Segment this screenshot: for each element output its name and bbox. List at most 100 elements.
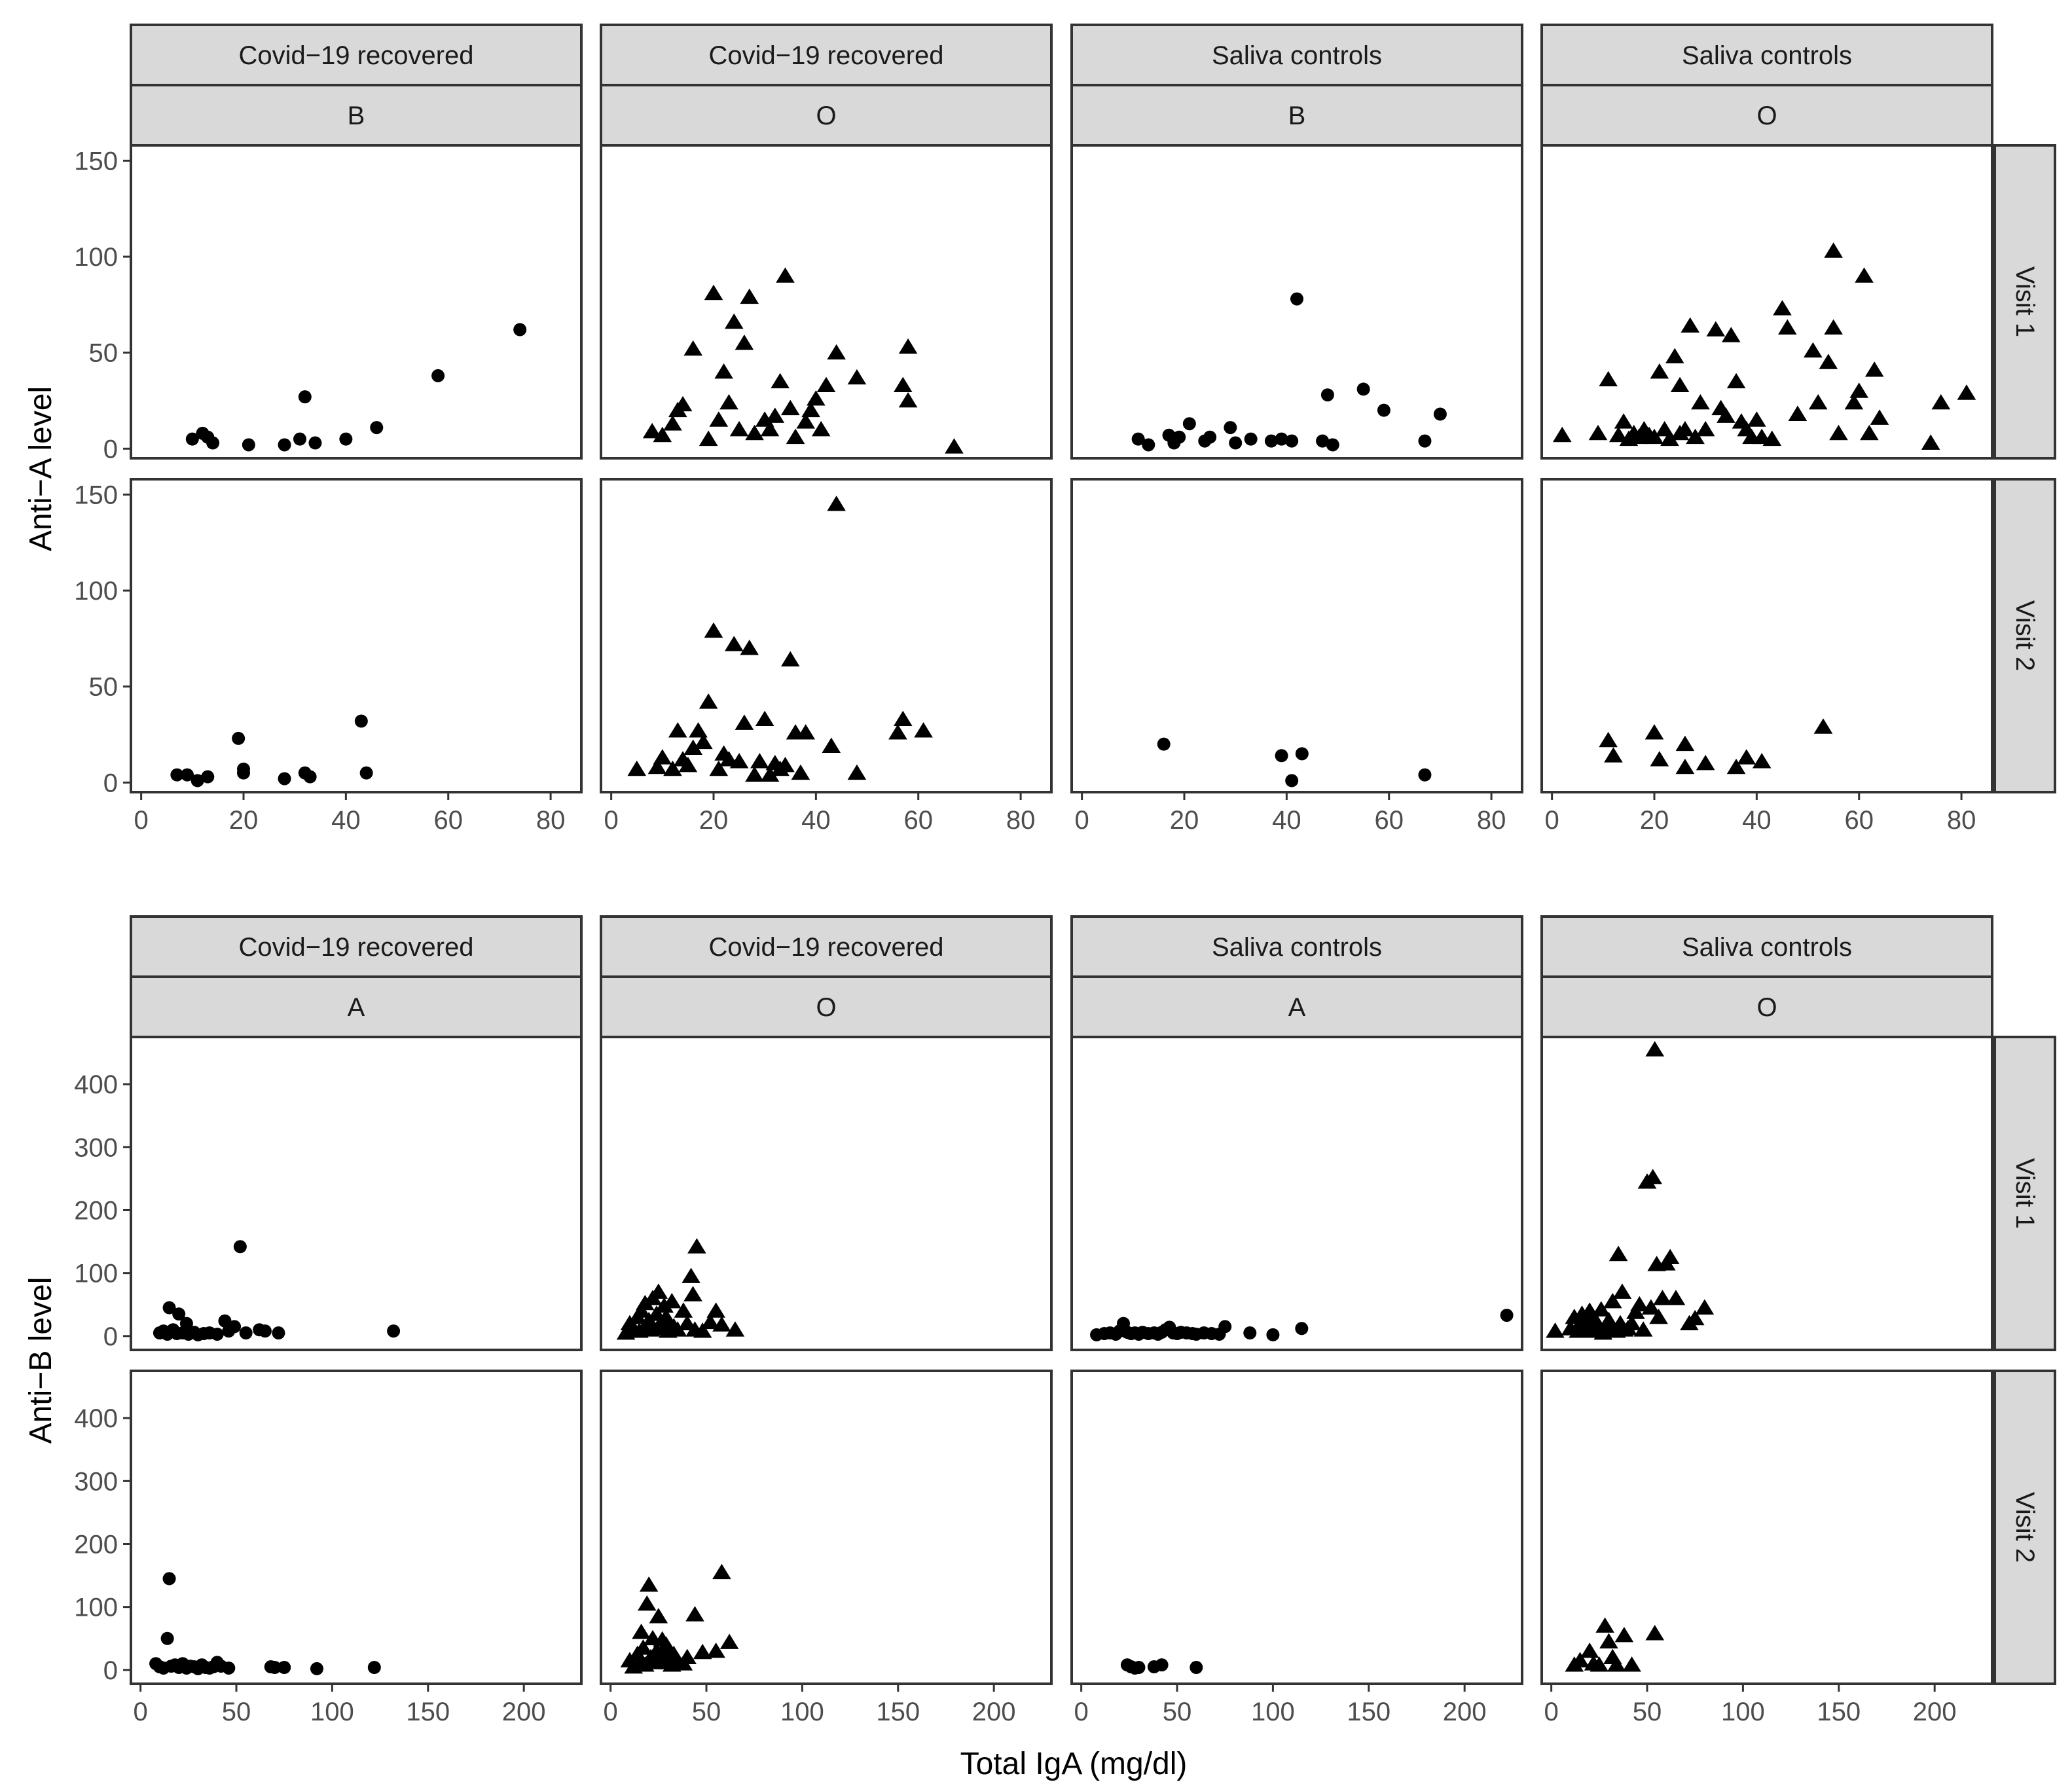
data-point bbox=[354, 714, 368, 728]
data-point bbox=[760, 766, 780, 782]
data-point bbox=[765, 407, 785, 423]
facet-strip-blood bbox=[1540, 84, 1993, 147]
facet-strip-group-label: Saliva controls bbox=[1212, 933, 1382, 962]
data-point bbox=[1552, 426, 1572, 443]
data-point bbox=[1650, 363, 1669, 379]
data-point bbox=[1653, 1290, 1672, 1305]
x-tick-label: 50 bbox=[692, 1698, 721, 1726]
x-tick-label: 0 bbox=[1075, 806, 1089, 835]
x-tick-label: 60 bbox=[1374, 806, 1404, 835]
data-point bbox=[706, 1642, 725, 1658]
data-point bbox=[1599, 1311, 1618, 1328]
x-tick-label: 100 bbox=[310, 1698, 354, 1726]
facet-panel bbox=[130, 144, 583, 460]
data-point bbox=[706, 1302, 725, 1318]
y-tick-label: 400 bbox=[74, 1404, 118, 1433]
data-point bbox=[1433, 407, 1447, 421]
data-point bbox=[914, 722, 933, 738]
data-point bbox=[1599, 1633, 1618, 1648]
data-point bbox=[663, 760, 682, 776]
facet-panel bbox=[600, 1370, 1053, 1685]
data-point bbox=[308, 436, 322, 450]
x-tick-label: 20 bbox=[1170, 806, 1199, 835]
x-tick-label: 200 bbox=[502, 1698, 546, 1726]
x-tick-label: 20 bbox=[1640, 806, 1669, 835]
data-point bbox=[1142, 438, 1155, 452]
x-tick-label: 80 bbox=[536, 806, 566, 835]
data-point bbox=[1131, 432, 1145, 446]
data-point bbox=[719, 1633, 739, 1649]
data-point bbox=[278, 1660, 291, 1674]
data-point bbox=[1599, 371, 1618, 387]
data-point bbox=[699, 693, 718, 709]
facet-strip-group-label: Saliva controls bbox=[1682, 933, 1852, 962]
data-point bbox=[771, 373, 790, 389]
data-point bbox=[801, 401, 820, 418]
data-point bbox=[1172, 430, 1186, 444]
data-point bbox=[1203, 430, 1217, 444]
data-point bbox=[639, 1576, 659, 1592]
y-axis-title: Anti−A level bbox=[24, 386, 58, 551]
data-point bbox=[616, 1324, 636, 1340]
x-tick-label: 60 bbox=[1844, 806, 1874, 835]
data-point bbox=[1500, 1309, 1514, 1322]
facet-panel bbox=[1540, 144, 1993, 460]
data-point bbox=[258, 1324, 272, 1338]
data-point bbox=[359, 766, 373, 780]
facet-strip-group bbox=[1070, 915, 1523, 978]
data-point bbox=[693, 1322, 712, 1338]
data-point bbox=[704, 622, 723, 638]
data-point bbox=[179, 1317, 193, 1330]
x-tick-label: 100 bbox=[780, 1698, 824, 1726]
data-point bbox=[827, 344, 846, 360]
y-tick-label: 100 bbox=[74, 1260, 118, 1288]
data-point bbox=[729, 421, 749, 437]
data-point bbox=[1788, 405, 1808, 421]
data-point bbox=[1675, 421, 1695, 437]
data-point bbox=[242, 438, 255, 452]
data-point bbox=[682, 1267, 700, 1283]
facet-strip-blood-label: A bbox=[1288, 993, 1306, 1022]
x-tick-label: 0 bbox=[1544, 1698, 1559, 1726]
data-point bbox=[1870, 409, 1889, 425]
data-point bbox=[1864, 361, 1884, 377]
data-point bbox=[700, 1313, 720, 1330]
facet-strip-group-label: Covid−19 recovered bbox=[708, 933, 943, 962]
x-tick-label: 20 bbox=[699, 806, 729, 835]
data-point bbox=[1696, 421, 1715, 437]
data-point bbox=[1726, 373, 1746, 389]
data-point bbox=[649, 1608, 668, 1624]
data-point bbox=[760, 421, 780, 437]
data-point bbox=[1155, 1658, 1169, 1672]
facet-strip-group-label: Saliva controls bbox=[1212, 41, 1382, 70]
data-point bbox=[1813, 718, 1833, 734]
data-point bbox=[228, 1320, 242, 1334]
data-point bbox=[1681, 317, 1700, 333]
data-point bbox=[239, 1326, 253, 1340]
x-tick-label: 60 bbox=[433, 806, 463, 835]
facet-strip-blood bbox=[1070, 975, 1523, 1038]
facet-strip-blood-label: B bbox=[1288, 101, 1306, 130]
data-point bbox=[725, 1321, 745, 1337]
data-point bbox=[1588, 424, 1608, 441]
data-point bbox=[796, 413, 816, 429]
data-point bbox=[647, 758, 667, 774]
data-point bbox=[1762, 430, 1782, 446]
x-tick-label: 50 bbox=[222, 1698, 251, 1726]
data-point bbox=[719, 393, 738, 410]
data-point bbox=[370, 421, 384, 435]
data-point bbox=[1819, 354, 1838, 369]
data-point bbox=[1921, 434, 1940, 450]
data-point bbox=[653, 749, 672, 765]
data-point bbox=[663, 1292, 682, 1309]
data-point bbox=[678, 756, 698, 773]
facet-strip-group-label: Covid−19 recovered bbox=[238, 933, 473, 962]
data-point bbox=[1190, 1660, 1203, 1674]
data-point bbox=[1808, 393, 1828, 410]
data-point bbox=[1666, 1290, 1686, 1305]
y-tick-label: 100 bbox=[74, 1593, 118, 1622]
data-point bbox=[740, 288, 759, 304]
data-point bbox=[653, 426, 672, 443]
data-point bbox=[1243, 1326, 1257, 1340]
